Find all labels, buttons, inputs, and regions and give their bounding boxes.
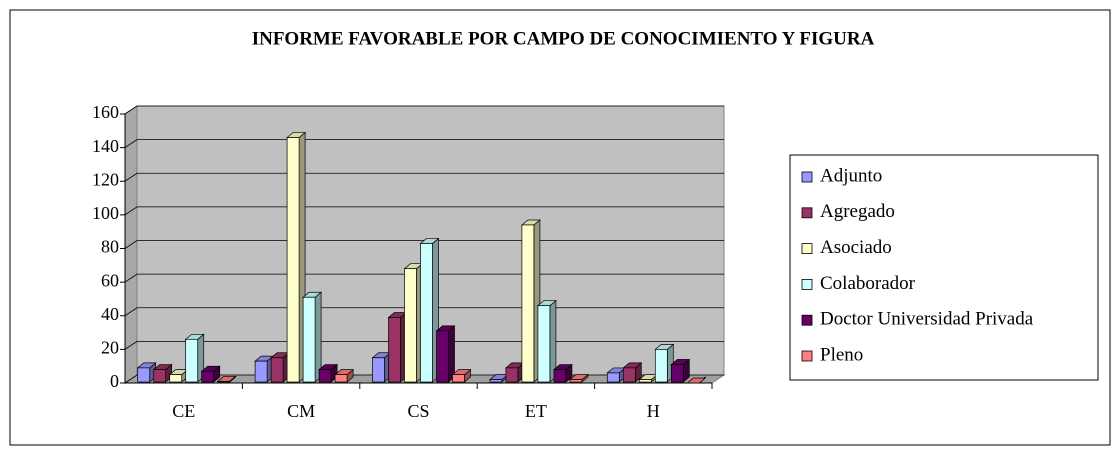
grid-line	[124, 206, 724, 216]
bar-front	[436, 330, 449, 383]
bar	[670, 358, 691, 383]
bar	[451, 368, 472, 383]
bar-front	[153, 369, 167, 383]
bar-front	[185, 338, 199, 383]
bar-front	[137, 367, 151, 383]
bar	[286, 131, 307, 383]
legend-label: Colaborador	[820, 273, 916, 294]
x-tick-label: CE	[172, 401, 195, 421]
y-tick-label: 120	[92, 169, 119, 189]
bar-front	[489, 379, 503, 383]
bar-front	[201, 370, 215, 383]
bar	[654, 343, 675, 383]
bar	[568, 373, 589, 383]
bar	[504, 362, 525, 383]
bar-front	[372, 357, 385, 383]
bar	[387, 311, 408, 383]
legend-swatch	[801, 243, 813, 255]
bar	[152, 363, 173, 383]
bar	[216, 375, 237, 383]
bar-front	[169, 374, 183, 383]
bar	[371, 352, 392, 383]
bar-front	[404, 268, 417, 383]
legend-swatch	[801, 278, 813, 290]
bar-front	[302, 296, 316, 383]
bar	[318, 363, 339, 383]
chart-title: INFORME FAVORABLE POR CAMPO DE CONOCIMIE…	[252, 28, 875, 49]
bar	[184, 333, 205, 383]
bar	[254, 355, 275, 383]
bar	[520, 219, 541, 383]
y-tick-label: 20	[101, 338, 119, 358]
y-tick-label: 160	[92, 102, 119, 122]
bar	[622, 362, 643, 383]
y-tick-label: 80	[101, 237, 119, 257]
bar	[419, 237, 440, 383]
bar-front	[452, 374, 465, 383]
bar	[200, 365, 221, 383]
bar-front	[521, 224, 535, 383]
bar	[302, 291, 323, 383]
x-tick-label: CS	[407, 401, 429, 421]
legend-label: Asociado	[820, 237, 892, 258]
legend-swatch	[801, 350, 813, 362]
y-tick-label: 0	[110, 371, 119, 391]
bar-front	[286, 137, 300, 383]
bar	[552, 363, 573, 383]
bar-front	[622, 367, 636, 383]
bar	[270, 352, 291, 383]
bar-front	[318, 369, 332, 383]
y-tick-label: 140	[92, 136, 119, 156]
bar	[536, 299, 557, 383]
y-tick-label: 60	[101, 270, 119, 290]
y-tick-label: 40	[101, 304, 119, 324]
legend-swatch	[801, 207, 813, 219]
legend	[789, 154, 1099, 381]
bar-front	[670, 364, 684, 383]
bar-front	[569, 379, 583, 383]
bar-front	[537, 305, 551, 383]
legend-label: Pleno	[820, 344, 863, 365]
legend-label: Adjunto	[820, 165, 882, 186]
bar-front	[553, 369, 567, 383]
bar-front	[638, 379, 652, 383]
legend-label: Agregado	[820, 201, 895, 222]
bar-front	[334, 374, 348, 383]
bar	[334, 368, 355, 383]
y-tick-label: 100	[92, 203, 119, 223]
grid-line	[124, 139, 724, 148]
grid-line	[124, 105, 724, 115]
grid-line	[124, 172, 724, 182]
bar-front	[654, 349, 668, 383]
x-tick-label: CM	[287, 401, 315, 421]
bar	[686, 376, 707, 384]
bar-top	[686, 377, 707, 384]
bar	[403, 262, 424, 383]
bar-front	[217, 380, 231, 383]
legend-swatch	[801, 171, 813, 183]
bar-front	[606, 372, 620, 383]
bar-front	[420, 243, 433, 383]
legend-swatch	[801, 314, 813, 326]
x-tick-label: H	[647, 401, 660, 421]
legend-label: Doctor Universidad Privada	[820, 309, 1034, 330]
bar	[435, 325, 456, 383]
bar-front	[270, 357, 284, 383]
bar-front	[505, 367, 519, 383]
bar-front	[254, 360, 268, 383]
x-tick-label: ET	[525, 401, 547, 421]
bar	[136, 362, 157, 383]
bar-front	[388, 317, 401, 383]
